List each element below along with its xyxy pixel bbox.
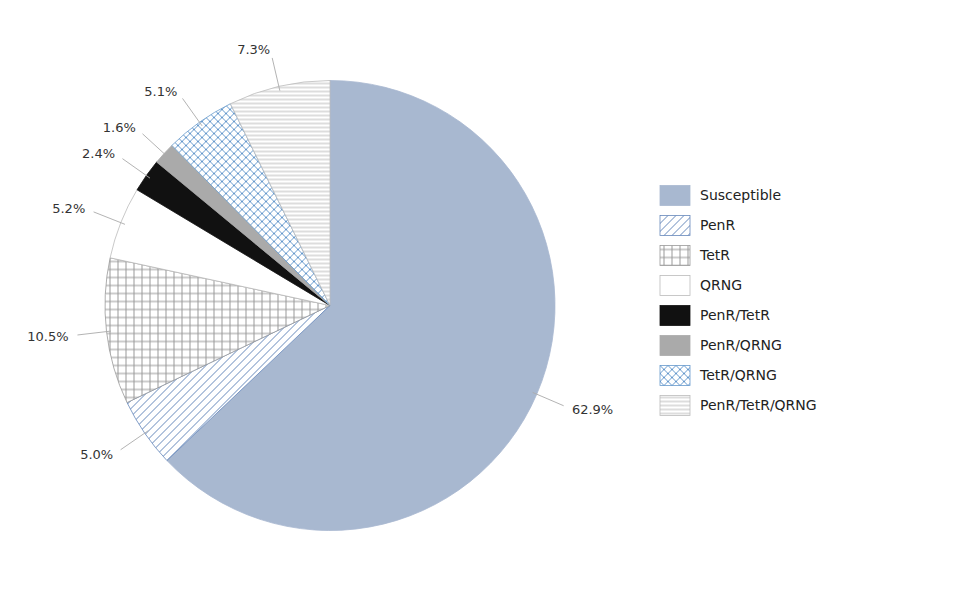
legend-item: PenR [660,216,735,236]
legend-label: TetR [699,247,730,263]
legend-swatch [660,186,690,206]
data-label: 2.4% [82,146,115,161]
legend-swatch [660,306,690,326]
leader-line [77,331,111,335]
legend-item: PenR/TetR [660,306,770,326]
legend-swatch [660,246,690,266]
legend-label: PenR/QRNG [700,337,782,353]
data-label: 1.6% [103,120,136,135]
data-label: 10.5% [27,329,68,344]
data-label: 62.9% [572,402,613,417]
leader-line [272,58,280,91]
leader-line [533,392,564,405]
pie [105,81,555,531]
data-label: 7.3% [237,42,270,57]
legend-label: TetR/QRNG [699,367,777,383]
data-label: 5.0% [80,447,113,462]
legend-item: TetR [660,246,730,266]
legend-label: Susceptible [700,187,781,203]
legend-swatch [660,216,690,236]
legend-item: QRNG [660,276,742,296]
leader-line [94,212,125,224]
leader-line [142,134,167,157]
legend-swatch [660,396,690,416]
leader-line [121,431,149,450]
legend-swatch [660,276,690,296]
leader-line [183,98,203,125]
legend-label: QRNG [700,277,742,293]
legend-label: PenR/TetR/QRNG [700,397,817,413]
data-label: 5.1% [144,84,177,99]
legend-item: Susceptible [660,186,781,206]
legend-label: PenR/TetR [700,307,770,323]
legend-item: TetR/QRNG [660,366,777,386]
legend-swatch [660,366,690,386]
legend-item: PenR/QRNG [660,336,782,356]
chart: 62.9% 5.0% 10.5% 5.2% 2.4% 1.6% 5.1% 7.3% Suscep… [0,0,960,611]
pie-slice [230,81,330,306]
legend-label: PenR [700,217,735,233]
legend-swatch [660,336,690,356]
data-label: 5.2% [52,201,85,216]
legend-item: PenR/TetR/QRNG [660,396,817,416]
legend: Susceptible PenR TetR QRNG PenR/TetR PenR/QRN… [660,186,817,416]
leader-line [122,159,150,178]
data-labels: 62.9% 5.0% 10.5% 5.2% 2.4% 1.6% 5.1% 7.3% [27,42,613,463]
